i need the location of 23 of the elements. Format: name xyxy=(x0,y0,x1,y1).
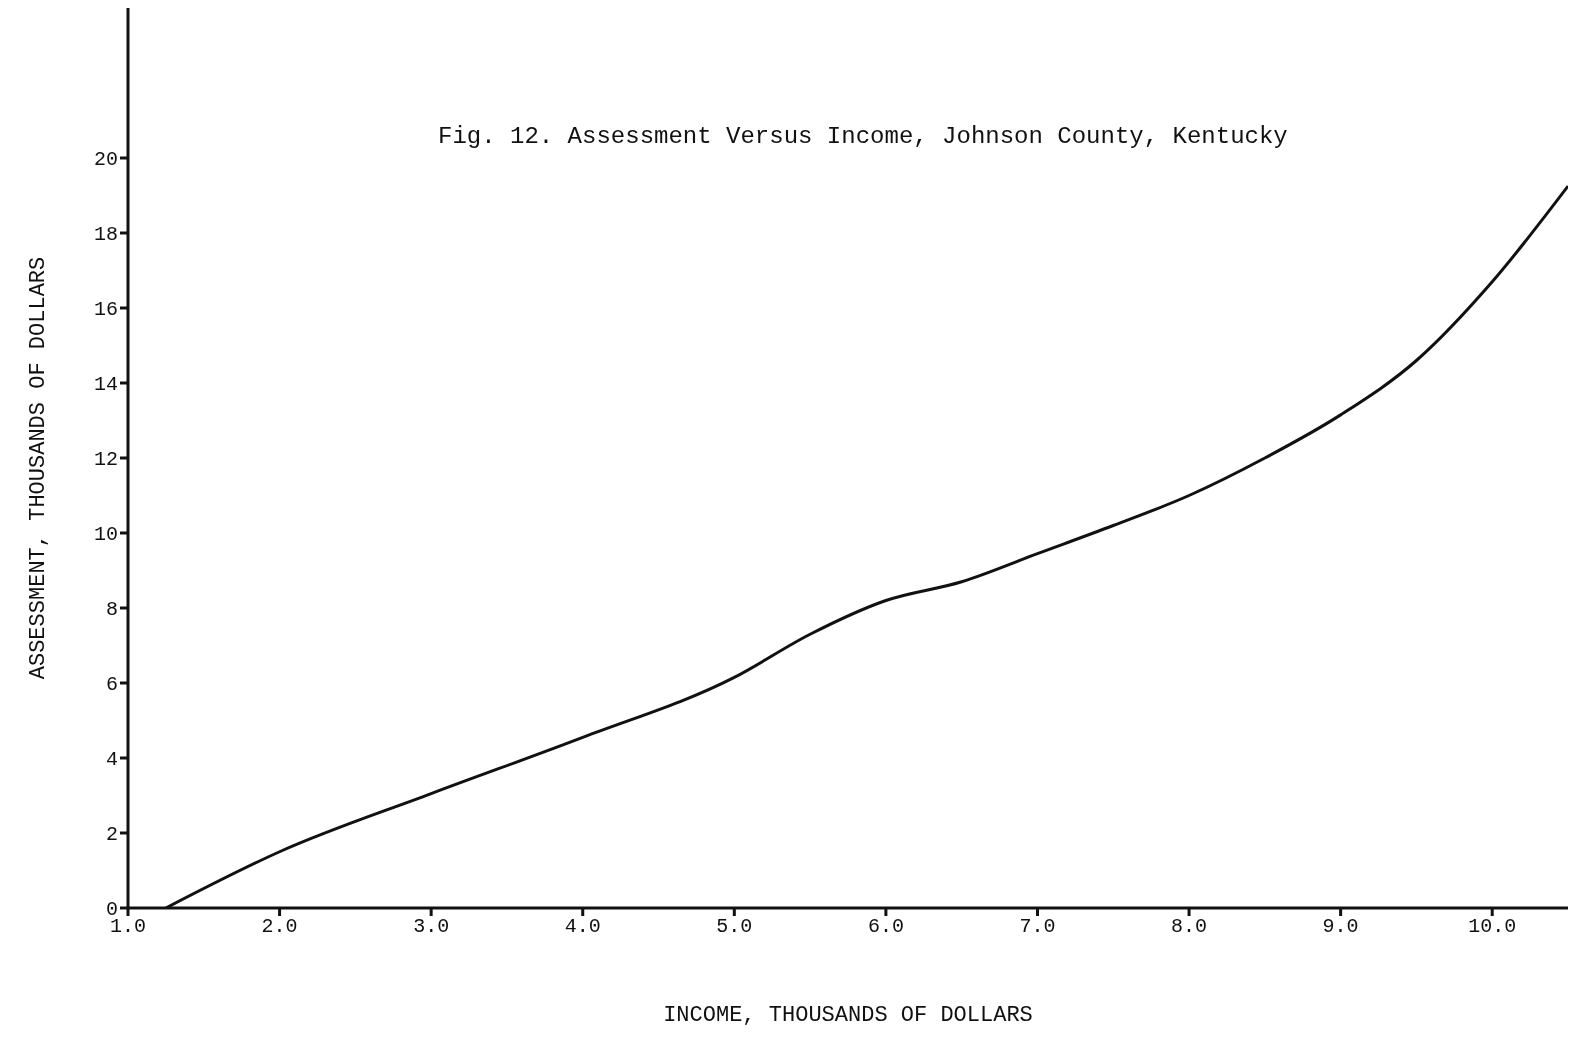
y-axis-title: ASSESSMENT, THOUSANDS OF DOLLARS xyxy=(25,256,51,680)
y-tick-label: 10 xyxy=(93,523,118,546)
y-tick-label: 18 xyxy=(93,223,118,246)
x-tick-label: 7.0 xyxy=(1019,915,1056,939)
y-tick-label: 2 xyxy=(105,823,118,846)
x-tick-label: 10.0 xyxy=(1468,915,1517,939)
x-tick-label: 2.0 xyxy=(261,915,298,939)
text: Fig. 12. Assessment Versus Income, Johnson County, Kentucky xyxy=(438,123,1288,150)
y-tick-label: 14 xyxy=(93,373,118,396)
x-axis-title: INCOME, THOUSANDS OF DOLLARS xyxy=(662,1003,1034,1028)
y-tick-label: 16 xyxy=(93,298,118,321)
x-tick-label: 5.0 xyxy=(716,915,753,939)
y-tick-label: 8 xyxy=(105,598,118,621)
y-tick-label: 20 xyxy=(93,148,118,171)
x-tick-label: 3.0 xyxy=(413,915,450,939)
y-tick-label: 12 xyxy=(93,448,118,471)
x-tick-label: 4.0 xyxy=(564,915,601,939)
x-tick-label: 9.0 xyxy=(1322,915,1359,939)
y-tick-label: 6 xyxy=(105,673,118,696)
x-tick-label: 1.0 xyxy=(109,915,147,939)
y-tick-label: 4 xyxy=(105,748,118,771)
x-tick-label: 6.0 xyxy=(867,915,904,939)
x-tick-label: 8.0 xyxy=(1171,915,1208,939)
